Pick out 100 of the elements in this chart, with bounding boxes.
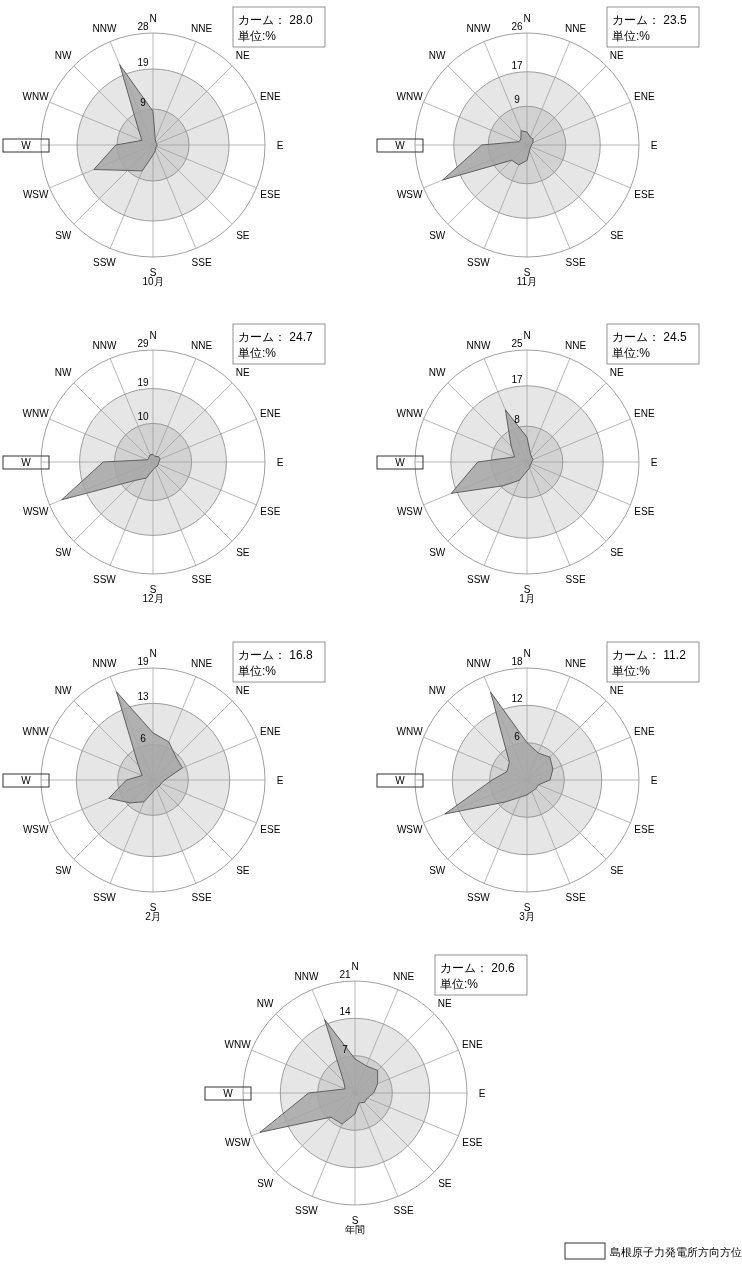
- spoke-label: WNW: [22, 408, 50, 420]
- spoke-label: E: [276, 457, 284, 468]
- spoke-label: NNW: [466, 339, 491, 351]
- spoke-label: W: [395, 140, 406, 151]
- spoke-label: ENE: [260, 726, 281, 738]
- spoke-label: NW: [428, 50, 447, 62]
- spoke-label: SSW: [93, 574, 117, 586]
- spoke-label: SW: [55, 864, 72, 876]
- spoke-label: WSW: [22, 188, 49, 200]
- spoke-label: ENE: [634, 726, 655, 738]
- text: 単位:%: [440, 977, 479, 991]
- spoke-label: WNW: [22, 91, 50, 103]
- spoke-label: SSW: [93, 892, 117, 904]
- spoke-label: WSW: [396, 505, 423, 517]
- spoke-label: NW: [54, 50, 73, 62]
- spoke-label: SSE: [393, 1205, 414, 1217]
- spoke-label: NNE: [191, 339, 213, 351]
- spoke-label: N: [149, 648, 157, 659]
- y-tick-label: 25: [511, 338, 523, 349]
- spoke-label: E: [650, 457, 658, 468]
- spoke-label: N: [523, 648, 531, 659]
- spoke-label: NE: [437, 998, 453, 1010]
- spoke-label: S: [523, 902, 531, 913]
- spoke-label: SSE: [191, 257, 212, 269]
- y-tick-label: 29: [137, 338, 149, 349]
- spoke-label: NNW: [466, 657, 491, 669]
- spoke-label: E: [276, 775, 284, 786]
- spoke-label: ENE: [634, 408, 655, 420]
- text: カーム： 24.5: [612, 330, 688, 344]
- spoke-label: SE: [610, 864, 624, 876]
- spoke-label: WSW: [22, 823, 49, 835]
- spoke-label: NW: [256, 998, 275, 1010]
- y-tick-label: 13: [137, 691, 149, 703]
- text: 単位:%: [238, 346, 277, 360]
- spoke-label: WSW: [396, 188, 423, 200]
- spoke-label: E: [478, 1088, 486, 1099]
- spoke-label: NNE: [191, 22, 213, 34]
- text: 11月: [516, 276, 538, 287]
- spoke-label: WSW: [396, 823, 423, 835]
- text: 1月: [519, 593, 535, 604]
- text: 2月: [145, 911, 161, 922]
- y-tick-label: 8: [514, 414, 521, 426]
- spoke-label: SSE: [191, 574, 212, 586]
- spoke-label: ENE: [634, 91, 655, 103]
- y-tick-label: 21: [339, 969, 351, 980]
- spoke-label: WNW: [224, 1039, 252, 1051]
- spoke-label: SSE: [565, 257, 586, 269]
- spoke-label: S: [523, 267, 531, 278]
- y-tick-label: 19: [137, 57, 149, 68]
- spoke-label: W: [21, 775, 32, 786]
- spoke-label: SE: [438, 1177, 452, 1189]
- text: 島根原子力発電所方向方位: [610, 1246, 742, 1258]
- text: 単位:%: [612, 664, 651, 678]
- y-tick-label: 6: [140, 732, 147, 744]
- spoke-label: S: [149, 584, 157, 595]
- spoke-label: E: [276, 140, 284, 151]
- spoke-label: N: [523, 330, 531, 341]
- spoke-label: NNE: [191, 657, 213, 669]
- spoke-label: SSE: [191, 892, 212, 904]
- text: 単位:%: [612, 346, 651, 360]
- y-tick-label: 7: [342, 1043, 349, 1055]
- text: 単位:%: [612, 29, 651, 43]
- spoke-label: WNW: [22, 726, 50, 738]
- spoke-label: NNE: [393, 970, 415, 982]
- spoke-label: SE: [236, 229, 250, 241]
- y-tick-label: 26: [511, 21, 523, 32]
- spoke-label: NE: [235, 367, 251, 379]
- spoke-label: E: [650, 775, 658, 786]
- spoke-label: ESE: [634, 823, 655, 835]
- text: カーム： 28.0: [238, 13, 314, 27]
- spoke-label: W: [395, 457, 406, 468]
- text: カーム： 23.5: [612, 13, 688, 27]
- spoke-label: ESE: [462, 1136, 483, 1148]
- text: カーム： 24.7: [238, 330, 314, 344]
- text: 単位:%: [238, 664, 277, 678]
- spoke-label: W: [21, 140, 32, 151]
- spoke-label: NW: [428, 367, 447, 379]
- spoke-label: SW: [55, 229, 72, 241]
- spoke-label: NNW: [294, 970, 319, 982]
- text: 単位:%: [238, 29, 277, 43]
- spoke-label: NNW: [466, 22, 491, 34]
- spoke-label: ENE: [462, 1039, 483, 1051]
- spoke-label: NW: [54, 367, 73, 379]
- spoke-label: NNE: [565, 657, 587, 669]
- spoke-label: NNW: [92, 339, 117, 351]
- text: カーム： 16.8: [238, 648, 314, 662]
- spoke-label: SW: [257, 1177, 274, 1189]
- spoke-label: NNE: [565, 339, 587, 351]
- y-tick-label: 14: [339, 1006, 351, 1018]
- spoke-label: N: [149, 330, 157, 341]
- spoke-label: ENE: [260, 408, 281, 420]
- spoke-label: NW: [428, 685, 447, 697]
- spoke-label: ESE: [260, 505, 281, 517]
- y-tick-label: 19: [137, 656, 149, 667]
- spoke-label: WSW: [224, 1136, 251, 1148]
- spoke-label: ESE: [260, 188, 281, 200]
- spoke-label: N: [149, 13, 157, 24]
- spoke-label: SSW: [467, 892, 491, 904]
- spoke-label: WNW: [396, 91, 424, 103]
- spoke-label: NE: [609, 50, 625, 62]
